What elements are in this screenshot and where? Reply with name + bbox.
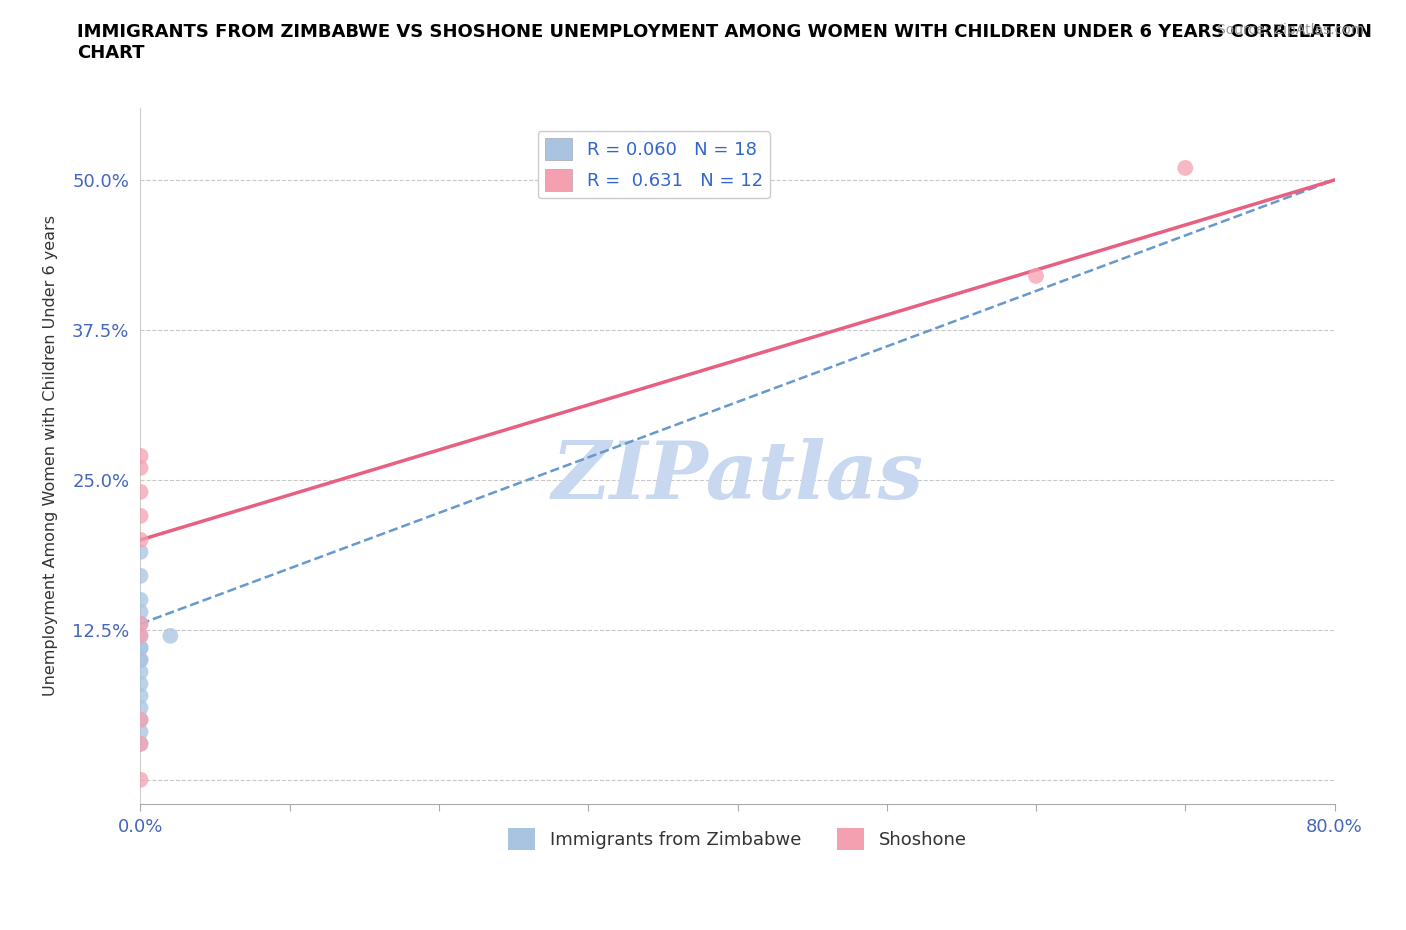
Point (129, 592, 152, 607)
Point (129, 664, 152, 679)
Legend: Immigrants from Zimbabwe, Shoshone: Immigrants from Zimbabwe, Shoshone (501, 821, 974, 857)
Point (129, 617, 152, 631)
Point (129, 544, 152, 559)
Point (129, 712, 152, 727)
Point (129, 737, 152, 751)
Point (129, 629, 152, 644)
Point (129, 688, 152, 703)
Point (129, 724, 152, 739)
Point (129, 712, 152, 727)
Point (129, 485, 152, 499)
Point (129, 604, 152, 619)
Point (129, 652, 152, 667)
Point (1174, 161, 1197, 176)
Point (129, 652, 152, 667)
Point (129, 641, 152, 656)
Point (129, 641, 152, 656)
Text: IMMIGRANTS FROM ZIMBABWE VS SHOSHONE UNEMPLOYMENT AMONG WOMEN WITH CHILDREN UNDE: IMMIGRANTS FROM ZIMBABWE VS SHOSHONE UNE… (77, 23, 1372, 62)
Point (129, 617, 152, 631)
Point (129, 532, 152, 547)
Point (129, 772, 152, 787)
Point (129, 460, 152, 475)
Point (129, 509, 152, 524)
Point (129, 568, 152, 583)
Point (129, 676, 152, 691)
Text: Source: ZipAtlas.com: Source: ZipAtlas.com (1216, 23, 1364, 37)
Y-axis label: Unemployment Among Women with Children Under 6 years: Unemployment Among Women with Children U… (44, 216, 58, 697)
Point (129, 629, 152, 644)
Point (159, 629, 181, 644)
Point (129, 737, 152, 751)
Text: ZIPatlas: ZIPatlas (551, 438, 924, 515)
Point (1025, 269, 1047, 284)
Point (129, 448, 152, 463)
Point (129, 700, 152, 715)
